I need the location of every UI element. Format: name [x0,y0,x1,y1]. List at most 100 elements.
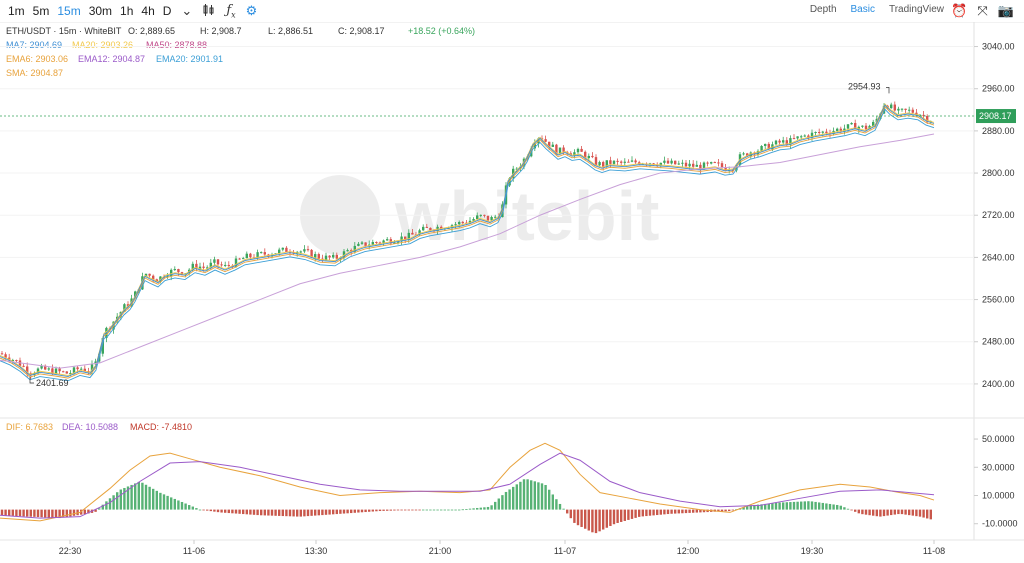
candle-up [357,243,360,246]
candle-down [62,371,65,373]
candle-down [249,253,252,258]
candle-up [810,132,814,138]
candle-up [245,253,248,259]
candle-down [429,227,432,231]
candle-down [317,254,320,259]
macd-bar [324,509,328,515]
candle-down [828,133,832,135]
candle-down [486,215,490,221]
fullscreen-icon[interactable]: ⤧ [977,3,988,18]
macd-bar [576,509,580,526]
macd-bar [126,486,130,510]
macd-bar [65,509,68,517]
macd-bar [512,486,515,510]
candle-down [364,242,367,247]
candle-down [152,275,155,280]
candle-up [346,250,349,252]
alarm-icon[interactable]: ⏰ [951,3,968,18]
macd-bar [332,509,335,515]
macd-bar [720,509,724,512]
macd-bar [465,509,468,510]
macd-bar [825,503,828,510]
candle-up [796,136,799,139]
macd-bar [501,495,504,510]
view-depth[interactable]: Depth [809,4,837,15]
settings-icon[interactable]: ⚙ [245,3,258,18]
price-markers: 2908.17 2954.93 2401.69 [0,81,1016,388]
ma-legend-item: EMA12: 2904.87 [78,54,145,64]
ma50-line [0,133,935,369]
macd-bar [616,509,619,523]
macd-bar [184,503,187,510]
timeframe-1h[interactable]: 1h [120,4,134,18]
macd-bar [508,489,511,510]
time-axis: 22:30 11-06 13:30 21:00 11-07 12:00 19:30 11-08 [59,540,945,556]
macd-bar [569,509,572,519]
timeframe-5m[interactable]: 5m [32,4,50,18]
macd-tick-label: 50.0000 [982,434,1015,444]
candle-up [702,162,706,170]
camera-icon[interactable]: 📷 [997,3,1014,18]
timeframe-4h[interactable]: 4h [141,4,155,18]
price-chart[interactable]: whitebit ETH/USDT · 15m · WhiteBIT O: 2,… [0,22,1024,563]
timeframe-15m[interactable]: 15m [57,4,81,18]
macd-bar [692,509,695,513]
macd-tick-label: 10.0000 [982,490,1015,500]
macd-bar [108,498,112,510]
candle-up [332,254,335,258]
macd-bar [742,507,745,510]
timeframe-1m[interactable]: 1m [8,4,25,18]
macd-bar [76,509,79,516]
time-tick-label: 21:00 [429,546,452,556]
candle-up [360,242,364,244]
macd-bar [306,509,310,517]
macd-bar [389,509,392,511]
candle-up [40,365,43,369]
chevron-down-icon[interactable]: ⌄ [181,3,193,18]
open-value: O: 2,889.65 [128,26,175,36]
price-tick-label: 2640.00 [982,252,1015,262]
macd-bar [371,509,374,512]
macd-bar [627,509,630,520]
macd-bar [674,509,677,514]
macd-bar [292,509,295,517]
macd-bar [731,509,734,511]
macd-bar [252,509,256,515]
macd-bar [299,509,302,517]
candle-down [155,279,158,282]
view-tradingview[interactable]: TradingView [888,4,944,15]
candle-down [83,368,86,372]
macd-bar [364,509,367,513]
candle-down [231,265,234,268]
macd-bar [321,509,324,516]
candle-down [285,247,288,253]
candle-down [656,164,659,166]
candles-icon[interactable] [202,3,216,20]
candle-up [47,368,50,370]
macd-bar [587,509,590,531]
macd-bar [602,509,605,530]
function-icon[interactable]: ƒx [226,2,236,20]
timeframe-d[interactable]: D [162,4,172,18]
macd-bar [98,508,101,510]
candle-down [602,162,605,167]
price-ticks: 3040.00 2960.00 2880.00 2800.00 2720.00 2640.… [974,42,1015,389]
macd-bar [472,508,475,510]
candle-down [580,148,583,152]
candle-down [753,152,756,155]
moving-average-line [0,103,935,376]
candle-down [652,163,655,165]
candle-up [90,364,94,372]
candle-up [260,252,263,254]
timeframe-30m[interactable]: 30m [88,4,113,18]
candle-up [551,144,554,147]
candle-down [717,162,720,164]
candle-up [774,140,778,145]
candle-up [393,242,396,244]
macd-bar [702,509,706,513]
candle-up [299,251,302,253]
candle-down [854,123,857,130]
macd-bar [436,509,439,511]
candle-down [202,266,205,268]
view-basic[interactable]: Basic [850,4,875,15]
